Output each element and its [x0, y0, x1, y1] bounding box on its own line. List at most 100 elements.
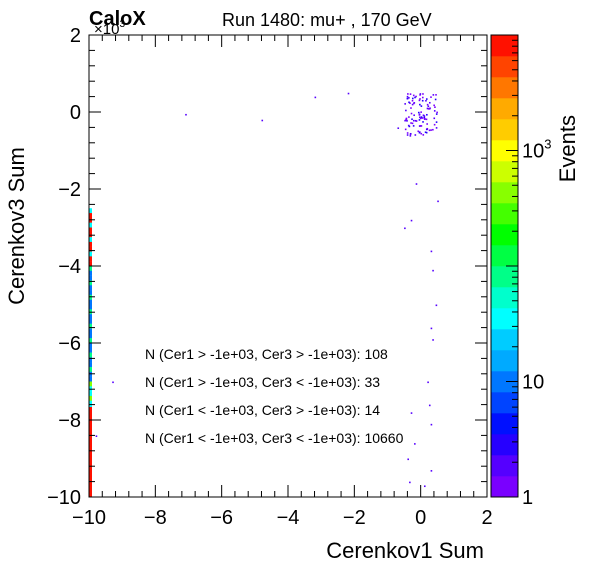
y-tick-label: 2 — [70, 25, 81, 47]
cluster-point — [408, 116, 410, 118]
cluster-point — [433, 117, 436, 120]
cluster-point — [419, 94, 421, 96]
palette-swatch — [491, 140, 518, 162]
edge-cell — [89, 362, 92, 368]
cluster-point — [409, 135, 412, 137]
palette-swatch — [491, 413, 518, 435]
y-tick-label: −8 — [58, 410, 81, 432]
cluster-point — [426, 113, 428, 116]
x-tick-label: −2 — [343, 507, 366, 529]
cluster-point — [433, 123, 436, 126]
x-tick-label: −6 — [210, 507, 233, 529]
y-tick-label: −10 — [47, 487, 81, 509]
cluster-point — [420, 111, 422, 113]
edge-band — [89, 208, 92, 498]
z-axis-title: Events — [555, 115, 580, 182]
annotation-3: N (Cer1 < -1e+03, Cer3 > -1e+03): 14 — [145, 402, 380, 418]
edge-cell — [89, 323, 92, 329]
x-tick-label: 2 — [481, 507, 492, 529]
cluster-point — [419, 98, 421, 100]
cluster-point — [411, 97, 414, 100]
cluster-point — [419, 117, 422, 120]
edge-cell — [89, 266, 92, 272]
cluster-point — [422, 114, 425, 117]
data-point — [415, 183, 418, 185]
cluster-point — [427, 105, 430, 108]
x-tick-label: 0 — [415, 507, 426, 529]
cluster-point — [408, 97, 410, 99]
cluster-point — [418, 119, 421, 121]
cluster-point — [435, 127, 438, 129]
edge-cell — [89, 208, 92, 214]
cluster-point — [404, 103, 406, 105]
cluster-point — [410, 112, 413, 115]
annotation-1: N (Cer1 > -1e+03, Cer3 > -1e+03): 108 — [145, 346, 388, 362]
annotation-4: N (Cer1 < -1e+03, Cer3 < -1e+03): 10660 — [145, 430, 404, 446]
data-point — [347, 92, 350, 95]
cluster-point — [408, 101, 410, 104]
palette-swatch — [491, 224, 518, 246]
exponent-label: ×103 — [94, 19, 125, 38]
cluster-point — [413, 102, 415, 105]
cluster-point — [430, 96, 432, 98]
palette-swatch — [491, 203, 518, 225]
cluster-point — [409, 93, 412, 95]
cluster-point — [405, 117, 408, 120]
cluster-point — [413, 114, 415, 117]
edge-cell — [89, 256, 92, 262]
annotation-2: N (Cer1 > -1e+03, Cer3 < -1e+03): 33 — [145, 374, 380, 390]
cluster-point — [415, 95, 417, 98]
cluster-point — [423, 115, 426, 117]
data-point — [112, 381, 114, 384]
z-tick-power: 3 — [544, 137, 551, 152]
cluster-point — [406, 132, 409, 134]
y-axis-title: Cerenkov3 Sum — [4, 147, 29, 305]
edge-cell — [89, 376, 92, 382]
y-tick-label: −4 — [58, 256, 81, 278]
cluster-point — [421, 117, 424, 119]
palette-swatch — [491, 77, 518, 99]
data-point — [397, 127, 400, 129]
cluster-point — [411, 122, 414, 125]
cluster-point — [418, 131, 421, 134]
palette-swatch — [491, 56, 518, 78]
edge-cell — [89, 400, 92, 406]
edge-cell — [89, 290, 92, 296]
cluster-point — [435, 94, 437, 96]
edge-cell — [89, 343, 92, 349]
cluster-point — [422, 93, 424, 95]
data-point — [410, 412, 413, 414]
palette-swatch — [491, 392, 518, 414]
cluster-point — [415, 120, 418, 122]
edge-cell — [89, 328, 92, 334]
edge-cell — [89, 304, 92, 310]
cluster-point — [430, 129, 432, 131]
palette-swatch — [491, 329, 518, 351]
cluster-point — [405, 109, 407, 112]
data-point — [430, 423, 433, 426]
cluster-point — [411, 118, 413, 121]
edge-cell — [89, 251, 92, 257]
cluster-point — [405, 118, 407, 121]
edge-cell — [89, 261, 92, 267]
cluster-point — [424, 131, 427, 134]
edge-cell — [89, 294, 92, 300]
cluster-point — [418, 114, 421, 116]
cluster-point — [406, 95, 409, 98]
cluster-point — [433, 104, 435, 107]
cluster-point — [411, 99, 414, 102]
data-point — [414, 443, 416, 445]
sparse-points — [95, 92, 439, 488]
y-tick-label: −2 — [58, 179, 81, 201]
data-point — [430, 250, 433, 253]
cluster-point — [408, 125, 411, 128]
data-point — [407, 458, 409, 461]
edge-cell-dense — [89, 407, 92, 497]
data-point — [185, 113, 187, 116]
y-tick-label: 0 — [70, 102, 81, 124]
palette-swatch — [491, 245, 518, 267]
data-point — [409, 481, 411, 484]
cluster-point — [421, 99, 424, 102]
data-point — [261, 119, 264, 122]
cluster-point — [426, 103, 429, 106]
